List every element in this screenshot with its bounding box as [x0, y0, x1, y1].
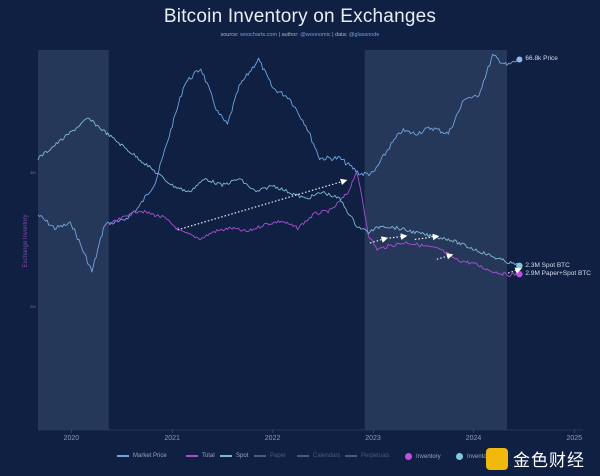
highlight-period	[38, 50, 109, 430]
watermark: 金色财经	[486, 446, 585, 471]
price-end-marker	[516, 56, 523, 63]
legend-item[interactable]: Total	[186, 453, 215, 459]
legend-label: Inventory	[467, 453, 492, 460]
legend-item[interactable]: Market Price	[117, 453, 167, 459]
author-label: | author:	[277, 32, 301, 38]
x-tick-label: 2020	[63, 435, 80, 442]
legend-item[interactable]: Inventory	[456, 453, 492, 460]
y-tick-label: 2M	[30, 304, 36, 309]
x-tick-label: 2023	[365, 435, 381, 442]
legend-label: Total	[202, 453, 215, 459]
legend-swatch	[254, 455, 266, 457]
legend-swatch	[345, 455, 357, 457]
spot-end-label: 2.3M Spot BTC	[525, 261, 570, 269]
spot-end-marker	[516, 262, 523, 269]
legend-label: Paper	[270, 453, 287, 459]
series-line-spot	[37, 117, 520, 267]
annotation-arrow	[389, 233, 408, 240]
legend-item[interactable]: Calendars	[297, 453, 340, 459]
total-end-label: 2.9M Paper+Spot BTC	[525, 270, 591, 278]
series-line-market-price	[37, 53, 520, 273]
x-tick-label: 2024	[465, 435, 482, 442]
chart-title: Bitcoin Inventory on Exchanges	[163, 6, 437, 27]
legend-dot-icon	[405, 453, 412, 460]
legend-item[interactable]: Perpetuals	[345, 453, 390, 459]
legend-swatch	[297, 455, 309, 457]
y-axis-label: Exchange Inventory	[23, 214, 29, 268]
annotation-arrow	[436, 253, 454, 260]
legend-item[interactable]: Spot	[220, 453, 248, 459]
legend-dot-icon	[456, 453, 463, 460]
legend-label: Spot	[236, 453, 249, 459]
annotation-arrow	[507, 267, 522, 274]
legend-label: Inventory	[416, 453, 441, 460]
author-link[interactable]: @woonomic	[300, 32, 331, 38]
legend: Market Price Total Spot Paper Calendars Perpe…	[0, 453, 600, 465]
legend-item[interactable]: Paper	[254, 453, 286, 459]
watermark-text: 金色财经	[513, 451, 585, 471]
x-tick-label: 2021	[164, 435, 180, 442]
legend-swatch	[220, 455, 232, 457]
watermark-logo-icon	[486, 447, 508, 470]
legend-label: Calendars	[313, 453, 341, 459]
annotation-arrow	[414, 233, 440, 241]
x-tick-label: 2025	[566, 435, 583, 442]
data-label: | data:	[330, 32, 349, 38]
legend-swatch	[186, 455, 198, 457]
legend-label: Perpetuals	[361, 453, 390, 459]
total-end-marker	[516, 270, 523, 278]
source-link[interactable]: woocharts.com	[240, 32, 278, 38]
annotation-arrow	[369, 236, 389, 244]
source-label: source:	[220, 32, 241, 38]
legend-item[interactable]: Inventory	[405, 453, 441, 460]
legend-label: Market Price	[133, 453, 167, 459]
price-end-label: 66.8k Price	[525, 55, 558, 63]
x-tick-label: 2022	[264, 435, 281, 442]
legend-swatch	[117, 455, 129, 457]
chart-subtitle: source: woocharts.com | author: @woonomi…	[0, 32, 600, 38]
highlight-period	[364, 50, 508, 430]
data-link[interactable]: @glassnode	[348, 32, 380, 38]
y-tick-label: 3M	[30, 170, 36, 175]
annotation-arrow	[177, 178, 348, 231]
